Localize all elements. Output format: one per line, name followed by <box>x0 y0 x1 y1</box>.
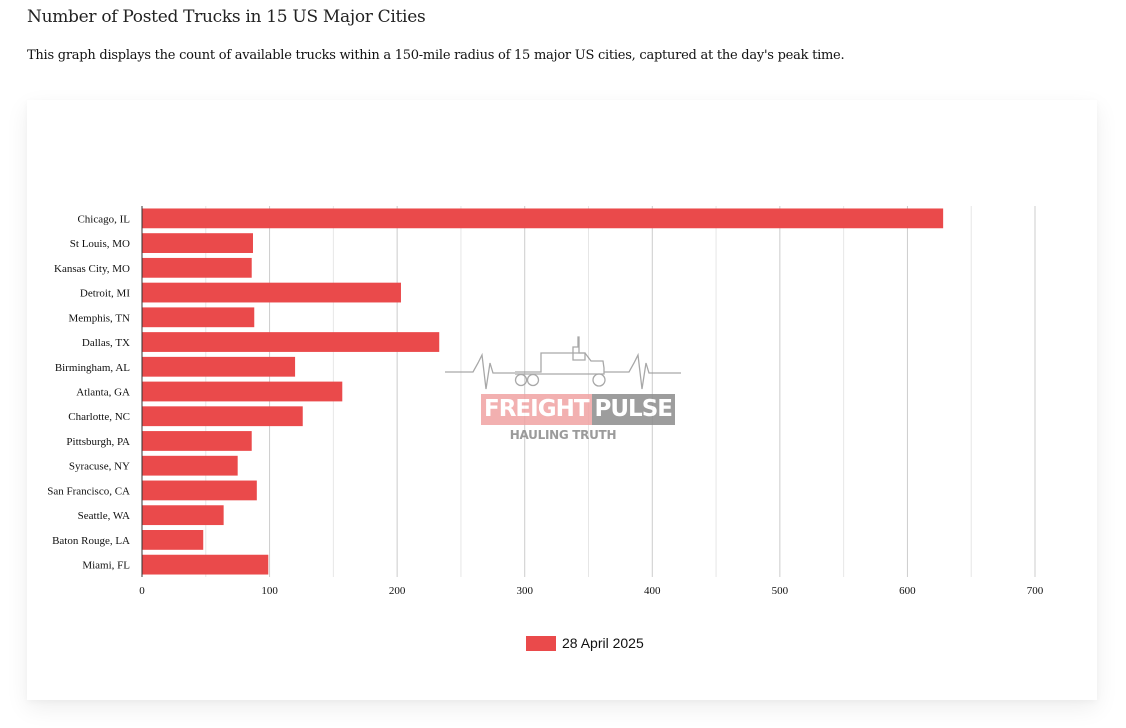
bar-birmingham-al <box>142 356 296 377</box>
bars <box>142 208 944 575</box>
bar-detroit-mi <box>142 282 401 303</box>
bar-chicago-il <box>142 208 944 229</box>
category-label: Charlotte, NC <box>68 411 130 423</box>
category-label: Detroit, MI <box>80 288 130 300</box>
bar-atlanta-ga <box>142 381 343 402</box>
x-tick-label-300: 300 <box>516 585 533 597</box>
bar-baton-rouge-la <box>142 530 204 550</box>
x-axis-tick-labels: 0 100 200 300 400 500 600 700 <box>139 585 1044 597</box>
bar-pittsburgh-pa <box>142 431 252 451</box>
bar-san-francisco-ca <box>142 480 257 501</box>
x-tick-label-700: 700 <box>1027 585 1044 597</box>
x-tick-label-0: 0 <box>139 585 145 597</box>
x-tick-label-500: 500 <box>772 585 789 597</box>
x-tick-label-100: 100 <box>261 585 278 597</box>
x-tick-label-400: 400 <box>644 585 661 597</box>
legend-swatch <box>526 635 556 651</box>
category-label: Miami, FL <box>82 560 130 572</box>
category-label: St Louis, MO <box>70 238 130 250</box>
x-tick-label-600: 600 <box>899 585 916 597</box>
category-label: Kansas City, MO <box>54 263 130 275</box>
page-title: Number of Posted Trucks in 15 US Major C… <box>27 7 426 27</box>
category-label: Atlanta, GA <box>76 387 130 399</box>
bar-miami-fl <box>142 554 269 575</box>
legend-label: 28 April 2025 <box>562 635 644 651</box>
page-subtitle: This graph displays the count of availab… <box>27 48 845 63</box>
x-tick-label-200: 200 <box>389 585 406 597</box>
grid-lines <box>205 206 1036 577</box>
category-label: Dallas, TX <box>82 337 130 349</box>
category-label: Baton Rouge, LA <box>52 535 130 547</box>
category-labels: Chicago, IL St Louis, MO Kansas City, MO De… <box>47 213 130 571</box>
chart-legend: 28 April 2025 <box>526 635 644 651</box>
bar-memphis-tn <box>142 307 255 328</box>
bar-charlotte-nc <box>142 406 303 427</box>
category-label: Chicago, IL <box>77 213 130 225</box>
category-label: Birmingham, AL <box>55 362 130 374</box>
category-label: Pittsburgh, PA <box>66 436 130 448</box>
bar-st-louis-mo <box>142 233 253 253</box>
bar-dallas-tx <box>142 332 440 352</box>
category-label: San Francisco, CA <box>47 485 130 497</box>
bar-syracuse-ny <box>142 455 238 476</box>
category-label: Syracuse, NY <box>69 461 130 473</box>
bar-seattle-wa <box>142 505 224 526</box>
bar-kansas-city-mo <box>142 257 252 278</box>
category-label: Seattle, WA <box>78 510 130 522</box>
category-label: Memphis, TN <box>68 312 130 324</box>
